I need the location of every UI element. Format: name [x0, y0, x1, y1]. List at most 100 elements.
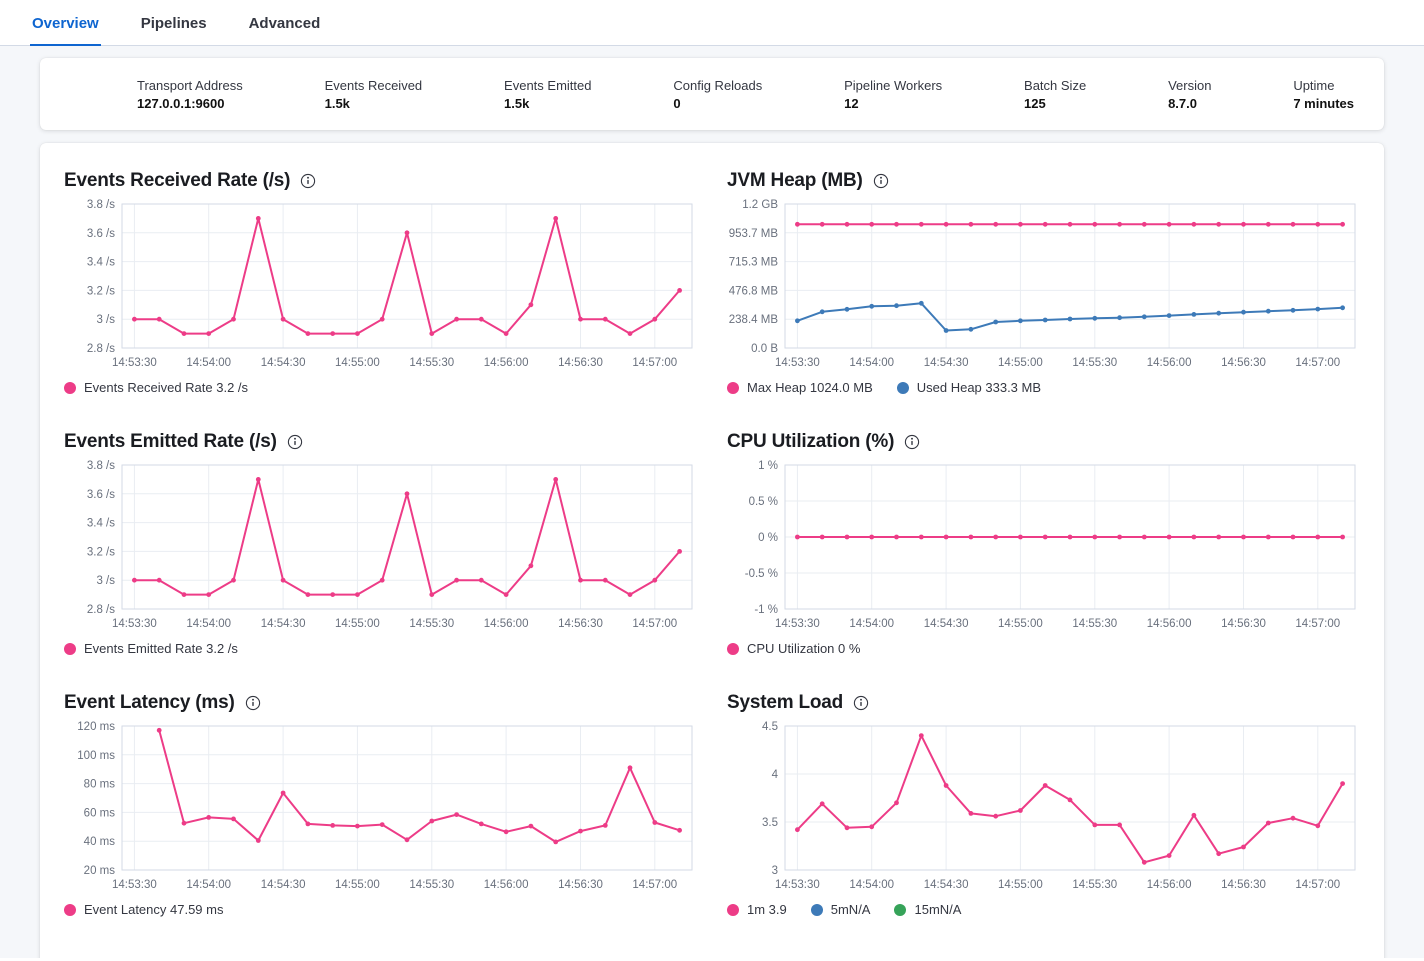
svg-text:14:56:00: 14:56:00: [484, 879, 529, 891]
tab-overview[interactable]: Overview: [30, 0, 101, 46]
info-icon[interactable]: [904, 434, 920, 450]
line-chart: 3.8 /s 3.6 /s 3.4 /s 3.2 /s 3 /s 2.8 /s 14:53:…: [64, 459, 697, 637]
summary-item-uptime: Uptime 7 minutes: [1293, 78, 1354, 111]
svg-text:14:55:30: 14:55:30: [1072, 357, 1117, 369]
legend-dot-icon: [64, 381, 76, 394]
legend-item[interactable]: 15mN/A: [894, 902, 961, 917]
svg-text:14:54:00: 14:54:00: [186, 879, 231, 891]
svg-text:14:55:00: 14:55:00: [335, 357, 380, 369]
info-icon[interactable]: [853, 695, 869, 711]
svg-text:14:56:00: 14:56:00: [1147, 357, 1192, 369]
tab-pipelines[interactable]: Pipelines: [140, 15, 207, 32]
svg-text:3.8 /s: 3.8 /s: [87, 199, 115, 211]
line-chart: 1.2 GB 953.7 MB 715.3 MB 476.8 MB 238.4 MB 0.…: [727, 198, 1360, 376]
chart-legend: CPU Utilization 0 %: [727, 641, 1360, 656]
info-icon[interactable]: [245, 695, 261, 711]
svg-text:3.4 /s: 3.4 /s: [87, 257, 115, 269]
svg-text:476.8 MB: 476.8 MB: [729, 285, 779, 297]
legend-item[interactable]: Event Latency 47.59 ms: [64, 902, 223, 917]
svg-text:3: 3: [772, 865, 778, 877]
summary-item-value: 127.0.0.1:9600: [137, 95, 225, 111]
legend-dot-icon: [727, 381, 739, 394]
legend-dot-icon: [64, 642, 76, 655]
line-chart: 120 ms 100 ms 80 ms 60 ms 40 ms 20 ms 14:53:30…: [64, 720, 697, 898]
line-chart: 3.8 /s 3.6 /s 3.4 /s 3.2 /s 3 /s 2.8 /s 14:53:…: [64, 198, 697, 376]
svg-text:14:54:30: 14:54:30: [924, 618, 969, 630]
svg-text:3.8 /s: 3.8 /s: [87, 460, 115, 472]
svg-text:14:55:00: 14:55:00: [998, 618, 1043, 630]
line-chart: 4.5 4 3.5 3 14:53:30 14:54:00 14:54:30 14:55:00…: [727, 720, 1360, 898]
summary-item-pipeline-workers: Pipeline Workers 12: [844, 78, 942, 111]
legend-item[interactable]: Events Received Rate 3.2 /s: [64, 380, 248, 395]
chart-cpu-utilization: CPU Utilization (%) 1 % 0.5 % 0 % -0.5 % -1 …: [727, 431, 1360, 656]
svg-text:2.8 /s: 2.8 /s: [87, 604, 115, 616]
svg-text:14:56:00: 14:56:00: [484, 618, 529, 630]
svg-text:120 ms: 120 ms: [77, 721, 115, 733]
page-content: Transport Address 127.0.0.1:9600 Events …: [0, 46, 1424, 958]
tab-advanced[interactable]: Advanced: [248, 15, 321, 32]
summary-item-value: 7 minutes: [1293, 95, 1354, 111]
legend-item[interactable]: Events Emitted Rate 3.2 /s: [64, 641, 238, 656]
summary-item-value: 1.5k: [504, 95, 530, 111]
legend-item[interactable]: 5mN/A: [810, 902, 870, 917]
svg-text:14:56:30: 14:56:30: [558, 618, 603, 630]
info-icon[interactable]: [287, 434, 303, 450]
svg-text:14:54:00: 14:54:00: [849, 357, 894, 369]
svg-text:14:55:30: 14:55:30: [1072, 618, 1117, 630]
svg-text:14:53:30: 14:53:30: [112, 357, 157, 369]
legend-dot-icon: [64, 903, 76, 916]
legend-label: 15mN/A: [914, 902, 962, 917]
svg-text:1 %: 1 %: [758, 460, 778, 472]
legend-dot-icon: [896, 381, 909, 394]
chart-title: JVM Heap (MB): [727, 170, 863, 191]
svg-text:14:56:00: 14:56:00: [1147, 618, 1192, 630]
svg-text:-1 %: -1 %: [754, 604, 778, 616]
svg-text:4.5: 4.5: [762, 721, 778, 733]
svg-text:14:55:00: 14:55:00: [335, 618, 380, 630]
chart-legend: Events Emitted Rate 3.2 /s: [64, 641, 697, 656]
svg-text:14:53:30: 14:53:30: [775, 357, 820, 369]
svg-text:14:57:00: 14:57:00: [1295, 618, 1340, 630]
legend-item[interactable]: 1m 3.9: [727, 902, 787, 917]
svg-text:20 ms: 20 ms: [84, 865, 116, 877]
legend-item[interactable]: CPU Utilization 0 %: [727, 641, 860, 656]
chart-title: System Load: [727, 692, 844, 713]
svg-text:14:55:00: 14:55:00: [998, 879, 1043, 891]
svg-text:3.2 /s: 3.2 /s: [87, 285, 115, 297]
svg-text:14:53:30: 14:53:30: [112, 618, 157, 630]
svg-text:2.8 /s: 2.8 /s: [87, 343, 115, 355]
svg-text:14:55:00: 14:55:00: [998, 357, 1043, 369]
svg-text:14:56:30: 14:56:30: [1221, 618, 1266, 630]
legend-item[interactable]: Used Heap 333.3 MB: [896, 380, 1041, 395]
svg-text:14:55:30: 14:55:30: [1072, 879, 1117, 891]
svg-text:14:54:30: 14:54:30: [261, 879, 306, 891]
legend-label: Events Emitted Rate 3.2 /s: [84, 641, 238, 656]
chart-legend: Max Heap 1024.0 MB Used Heap 333.3 MB: [727, 380, 1360, 395]
chart-events-emitted-rate: Events Emitted Rate (/s) 3.8 /s 3.6 /s 3.4…: [64, 431, 697, 656]
summary-item-label: Version: [1168, 77, 1212, 93]
svg-text:40 ms: 40 ms: [84, 836, 116, 848]
svg-text:14:54:30: 14:54:30: [924, 879, 969, 891]
legend-label: CPU Utilization 0 %: [747, 641, 861, 656]
chart-events-received-rate: Events Received Rate (/s) 3.8 /s 3.6 /s 3.…: [64, 170, 697, 395]
info-icon[interactable]: [873, 173, 889, 189]
summary-item-label: Transport Address: [137, 77, 243, 93]
svg-text:14:57:00: 14:57:00: [1295, 357, 1340, 369]
svg-text:14:53:30: 14:53:30: [775, 879, 820, 891]
summary-item-value: 12: [844, 95, 859, 111]
svg-text:14:54:00: 14:54:00: [849, 879, 894, 891]
chart-title: Events Emitted Rate (/s): [64, 431, 277, 452]
chart-title: CPU Utilization (%): [727, 431, 895, 452]
svg-text:60 ms: 60 ms: [84, 807, 116, 819]
svg-text:0.0 B: 0.0 B: [751, 343, 778, 355]
legend-item[interactable]: Max Heap 1024.0 MB: [727, 380, 873, 395]
summary-item-batch-size: Batch Size 125: [1024, 78, 1086, 111]
info-icon[interactable]: [300, 173, 316, 189]
svg-text:14:56:00: 14:56:00: [484, 357, 529, 369]
svg-text:3.4 /s: 3.4 /s: [87, 518, 115, 530]
summary-item-version: Version 8.7.0: [1168, 78, 1211, 111]
svg-text:3.6 /s: 3.6 /s: [87, 228, 115, 240]
svg-text:3.6 /s: 3.6 /s: [87, 489, 115, 501]
svg-text:14:53:30: 14:53:30: [112, 879, 157, 891]
chart-system-load: System Load 4.5 4 3.5 3 14:53:30 14:54:00 14:5…: [727, 692, 1360, 917]
